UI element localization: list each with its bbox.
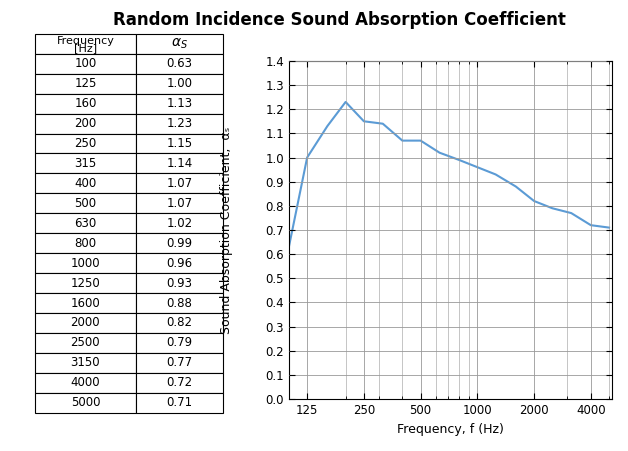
Text: 2500: 2500	[70, 336, 100, 350]
Text: 1.15: 1.15	[166, 137, 193, 150]
Text: 0.99: 0.99	[166, 237, 193, 250]
Text: 1000: 1000	[70, 257, 100, 270]
Text: 3150: 3150	[70, 356, 100, 369]
Bar	[35, 114, 136, 133]
Bar	[136, 393, 223, 413]
Bar	[35, 253, 136, 273]
Bar	[136, 54, 223, 74]
Text: 1.07: 1.07	[166, 177, 193, 190]
Text: 0.79: 0.79	[166, 336, 193, 350]
Bar	[136, 94, 223, 114]
Bar	[136, 173, 223, 193]
Text: $\alpha_S$: $\alpha_S$	[171, 37, 188, 51]
Text: 0.71: 0.71	[166, 396, 193, 409]
Bar	[136, 34, 223, 54]
Bar	[136, 373, 223, 393]
Text: 0.82: 0.82	[166, 317, 193, 329]
Bar	[35, 34, 136, 54]
Text: 1250: 1250	[70, 276, 100, 290]
Text: 5000: 5000	[71, 396, 100, 409]
Bar	[136, 273, 223, 293]
Bar	[35, 213, 136, 233]
Text: 1.14: 1.14	[166, 157, 193, 170]
Bar	[35, 193, 136, 213]
Bar	[136, 293, 223, 313]
Text: Random Incidence Sound Absorption Coefficient: Random Incidence Sound Absorption Coeffi…	[112, 11, 566, 29]
Bar	[136, 193, 223, 213]
Text: Sound Absorption Coefficient,  αₛ: Sound Absorption Coefficient, αₛ	[220, 126, 232, 334]
Text: 0.93: 0.93	[166, 276, 193, 290]
Bar	[35, 353, 136, 373]
Bar	[136, 74, 223, 94]
Text: 0.88: 0.88	[166, 296, 193, 309]
Text: 1.07: 1.07	[166, 197, 193, 210]
Bar	[136, 213, 223, 233]
Bar	[35, 153, 136, 173]
Text: 1600: 1600	[70, 296, 100, 309]
Text: 1.13: 1.13	[166, 97, 193, 110]
Text: 160: 160	[74, 97, 97, 110]
Bar	[35, 313, 136, 333]
Text: [Hz]: [Hz]	[74, 43, 97, 53]
Bar	[136, 114, 223, 133]
Text: 315: 315	[74, 157, 97, 170]
Text: 250: 250	[74, 137, 97, 150]
Text: 1.00: 1.00	[166, 77, 193, 90]
Text: 2000: 2000	[70, 317, 100, 329]
Bar	[35, 373, 136, 393]
Bar	[136, 153, 223, 173]
Text: 100: 100	[74, 57, 97, 70]
Text: 500: 500	[74, 197, 97, 210]
Text: 4000: 4000	[70, 376, 100, 389]
Bar	[136, 313, 223, 333]
Bar	[136, 353, 223, 373]
Bar	[35, 173, 136, 193]
Text: 125: 125	[74, 77, 97, 90]
Text: 200: 200	[74, 117, 97, 130]
X-axis label: Frequency, f (Hz): Frequency, f (Hz)	[397, 423, 504, 436]
Text: 1.02: 1.02	[166, 217, 193, 230]
Bar	[35, 54, 136, 74]
Bar	[35, 94, 136, 114]
Text: 630: 630	[74, 217, 97, 230]
Text: 1.23: 1.23	[166, 117, 193, 130]
Bar	[136, 233, 223, 253]
Bar	[35, 293, 136, 313]
Bar	[35, 273, 136, 293]
Bar	[35, 133, 136, 153]
Bar	[136, 133, 223, 153]
Text: 0.96: 0.96	[166, 257, 193, 270]
Text: 0.63: 0.63	[166, 57, 193, 70]
Text: 400: 400	[74, 177, 97, 190]
Bar	[35, 233, 136, 253]
Text: Frequency: Frequency	[57, 36, 114, 46]
Bar	[136, 333, 223, 353]
Text: 800: 800	[74, 237, 97, 250]
Bar	[35, 74, 136, 94]
Bar	[136, 253, 223, 273]
Text: 0.77: 0.77	[166, 356, 193, 369]
Bar	[35, 393, 136, 413]
Bar	[35, 333, 136, 353]
Text: 0.72: 0.72	[166, 376, 193, 389]
